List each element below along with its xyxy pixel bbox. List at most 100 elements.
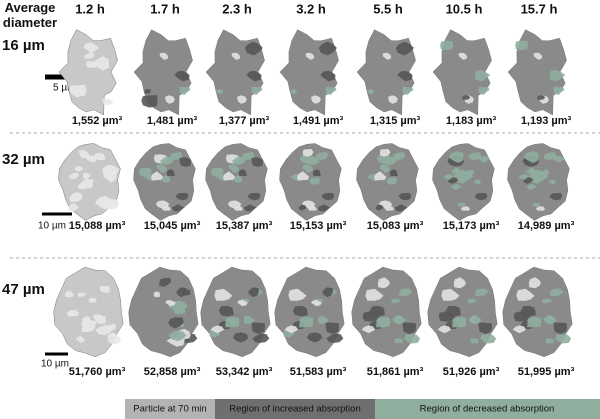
particle-patch (156, 164, 167, 173)
time-label: 2.3 h (222, 1, 252, 16)
particle-body (274, 266, 345, 358)
particle-patch (95, 315, 106, 324)
volume-label: 15,088 µm³ (69, 220, 126, 232)
scale-label: 10 µm (41, 359, 69, 370)
particle-patch (95, 325, 113, 335)
particle-patch (395, 41, 414, 56)
volume-label: 1,481 µm³ (147, 115, 198, 127)
particle-patch (451, 183, 462, 190)
particle-patch (399, 288, 413, 297)
scale-label: 10 µm (38, 221, 66, 232)
particle-patch (317, 315, 329, 325)
legend-swatch (125, 399, 215, 419)
particle-patch (299, 316, 314, 328)
particle: 1,552 µm³ (58, 29, 123, 127)
particle-patch (238, 169, 247, 177)
particle-patch (179, 157, 191, 167)
particle-patch (223, 171, 236, 181)
particle: 14,989 µm³ (507, 143, 575, 232)
particle-patch (69, 84, 87, 98)
particle-patch (77, 184, 87, 190)
volume-label: 51,995 µm³ (518, 366, 575, 378)
particle-patch (543, 314, 556, 324)
particle-patch (460, 206, 470, 211)
particle-patch (214, 288, 233, 301)
particle-patch (394, 338, 403, 344)
particle-patch (168, 332, 177, 340)
particle-patch (549, 193, 563, 201)
particle-patch (549, 70, 566, 82)
volume-label: 1,315 µm³ (370, 115, 421, 127)
particle-patch (437, 325, 452, 334)
particle-patch (325, 322, 339, 334)
particle: 51,861 µm³ (351, 266, 424, 378)
particle: 15,387 µm³ (205, 143, 273, 232)
particle-patch (550, 288, 564, 297)
particle-patch (367, 89, 375, 95)
particle-patch (144, 89, 151, 94)
volume-label: 15,387 µm³ (216, 220, 273, 232)
particle: 1,481 µm³ (133, 29, 198, 127)
particle-patch (244, 41, 263, 56)
volume-label: 15,083 µm³ (367, 220, 424, 232)
particle-patch (369, 305, 385, 317)
particle-patch (478, 322, 492, 334)
particle-patch (477, 155, 490, 163)
header-label: Average diameter (3, 0, 57, 30)
particle-patch (543, 152, 557, 161)
particle-patch (382, 156, 397, 165)
particle-patch (306, 332, 323, 343)
particle-patch (311, 95, 321, 104)
particle-patch (441, 288, 460, 301)
particle-patch (225, 316, 240, 328)
particle-patch (232, 332, 249, 343)
particle-patch (231, 52, 241, 60)
particle: 1,377 µm³ (205, 29, 270, 127)
time-label: 15.7 h (521, 1, 558, 16)
particle-patch (168, 317, 184, 329)
particle-patch (389, 169, 398, 177)
particle-patch (555, 334, 572, 344)
volume-label: 51,760 µm³ (69, 366, 126, 378)
particle: 52,858 µm³ (128, 266, 201, 378)
particle-patch (68, 172, 79, 179)
particle-patch (515, 40, 529, 51)
particle-patch (365, 288, 384, 301)
particle-patch (243, 315, 255, 325)
particle-patch (174, 70, 190, 82)
volume-label: 51,861 µm³ (367, 366, 424, 378)
particle-patch (82, 316, 91, 322)
particle-patch (392, 314, 405, 324)
particle-patch (453, 277, 466, 289)
particle-patch (320, 70, 336, 82)
particle-patch (102, 98, 114, 106)
particle-patch (470, 338, 479, 344)
particle: 15,088 µm³ (58, 143, 126, 232)
particle-patch (451, 167, 461, 174)
particle-patch (83, 41, 100, 54)
particle: 1,183 µm³ (432, 29, 497, 127)
particle-patch (377, 277, 390, 289)
particle-patch (520, 305, 536, 317)
particle-patch (526, 183, 537, 190)
particle-patch (374, 171, 387, 181)
particle-patch (153, 291, 160, 298)
particle-patch (80, 179, 94, 189)
particle-patch (251, 86, 263, 95)
volume-label: 52,858 µm³ (144, 366, 201, 378)
particle-patch (468, 152, 482, 161)
particle-patch (171, 204, 185, 212)
particle-patch (391, 298, 402, 304)
diameter-label: 47 µm (2, 281, 45, 298)
legend-swatch (375, 399, 600, 419)
particle-patch (161, 175, 171, 183)
particle-patch (392, 152, 406, 161)
particle-patch (552, 155, 565, 163)
particle-body (507, 29, 567, 116)
particle-patch (480, 334, 497, 344)
particle-patch (175, 193, 189, 201)
particle-patch (302, 164, 313, 173)
particle-patch (231, 156, 246, 165)
particle-patch (553, 322, 567, 334)
